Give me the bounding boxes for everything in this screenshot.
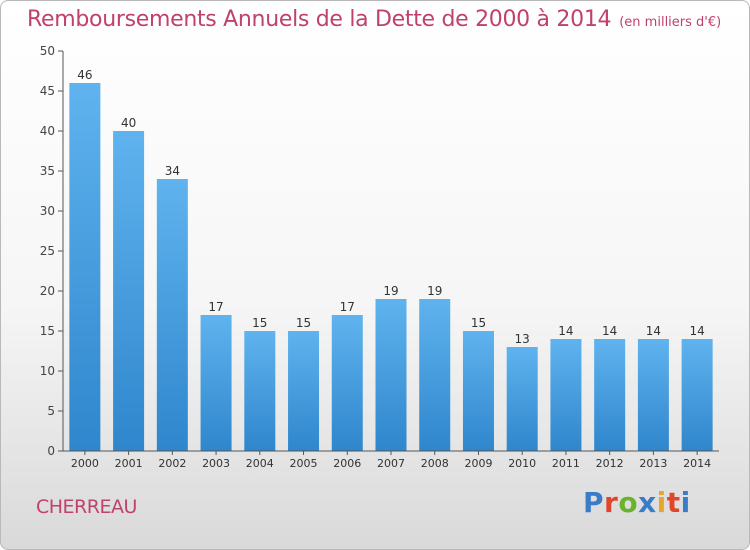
x-tick-label: 2012 (596, 457, 624, 470)
y-tick-label: 25 (40, 244, 55, 258)
x-tick-label: 2002 (158, 457, 186, 470)
data-label: 15 (252, 316, 267, 330)
data-label: 14 (558, 324, 573, 338)
data-label: 13 (515, 332, 530, 346)
brand-letter: t (666, 486, 681, 519)
y-tick-label: 50 (40, 44, 55, 58)
brand-letter: i (680, 486, 691, 519)
x-tick-label: 2011 (552, 457, 580, 470)
brand-letter: x (638, 486, 657, 519)
x-tick-label: 2014 (683, 457, 711, 470)
bar-2003 (200, 315, 232, 451)
bar-2014 (681, 339, 713, 451)
chart-unit-label: (en milliers d'€) (619, 15, 722, 30)
y-tick-label: 15 (40, 324, 55, 338)
brand-letter: i (656, 486, 667, 519)
y-tick-label: 5 (47, 404, 55, 418)
bar-2002 (156, 179, 188, 451)
x-tick-label: 2010 (508, 457, 536, 470)
bar-2010 (506, 347, 538, 451)
x-tick-label: 2009 (464, 457, 492, 470)
y-tick-label: 20 (40, 284, 55, 298)
data-label: 46 (77, 68, 92, 82)
data-label: 19 (427, 284, 442, 298)
data-label: 17 (340, 300, 355, 314)
y-tick-label: 30 (40, 204, 55, 218)
bar-2013 (637, 339, 669, 451)
bar-2011 (550, 339, 582, 451)
subject-name: CHERREAU (36, 496, 137, 518)
y-tick-label: 40 (40, 124, 55, 138)
y-tick-label: 10 (40, 364, 55, 378)
y-tick-label: 0 (47, 444, 55, 458)
bar-2007 (375, 299, 407, 451)
y-tick-label: 45 (40, 84, 55, 98)
bars-group: 46 40 34 17 15 15 17 19 19 15 13 14 14 14 14 (69, 68, 713, 451)
data-label: 34 (165, 164, 180, 178)
bar-2012 (594, 339, 626, 451)
y-tick-label: 35 (40, 164, 55, 178)
data-label: 40 (121, 116, 136, 130)
x-tick-label: 2007 (377, 457, 405, 470)
brand-letter: P (583, 486, 605, 519)
x-tick-label: 2004 (246, 457, 274, 470)
data-label: 19 (383, 284, 398, 298)
bar-2008 (419, 299, 451, 451)
bar-2009 (462, 331, 494, 451)
chart-title-text: Remboursements Annuels de la Dette de 20… (27, 7, 612, 32)
chart-title: Remboursements Annuels de la Dette de 20… (27, 7, 721, 32)
bar-2006 (331, 315, 363, 451)
bar-2004 (244, 331, 276, 451)
data-label: 14 (602, 324, 617, 338)
bar-2005 (288, 331, 320, 451)
data-label: 14 (646, 324, 661, 338)
x-tick-label: 2003 (202, 457, 230, 470)
data-label: 15 (471, 316, 486, 330)
x-tick-label: 2006 (333, 457, 361, 470)
x-axis: 2000 2001 2002 2003 2004 2005 2006 2007 2008 2009… (63, 450, 719, 470)
data-label: 14 (689, 324, 704, 338)
brand-logo: Proxiti (583, 486, 691, 519)
bar-2000 (69, 83, 101, 451)
x-tick-label: 2008 (421, 457, 449, 470)
bar-2001 (113, 131, 145, 451)
x-tick-label: 2013 (639, 457, 667, 470)
x-tick-label: 2005 (290, 457, 318, 470)
brand-letter: o (618, 486, 639, 519)
x-tick-label: 2000 (71, 457, 99, 470)
data-label: 17 (208, 300, 223, 314)
x-tick-label: 2001 (115, 457, 143, 470)
data-label: 15 (296, 316, 311, 330)
brand-letter: r (604, 486, 619, 519)
y-axis: 0 5 10 15 20 25 30 35 40 45 50 (40, 44, 64, 458)
